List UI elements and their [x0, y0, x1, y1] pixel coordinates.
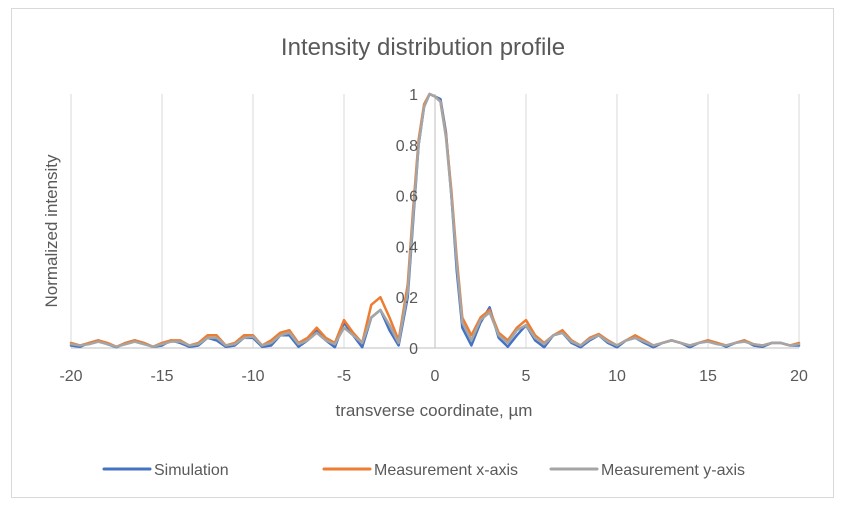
- x-tick-label-1: -15: [150, 368, 173, 385]
- x-tick-label-3: -5: [337, 368, 351, 385]
- legend-label-1: Measurement x-axis: [374, 462, 518, 479]
- y-tick-label-2: 0.4: [396, 239, 418, 256]
- legend-item-2: Measurement y-axis: [549, 462, 745, 479]
- tick-labels: -20 -15 -10 -5 0 5 10 15 20 0 0.2 0.4 0.6 0.8 1: [59, 87, 808, 385]
- plot-area: [69, 92, 801, 349]
- legend-item-1: Measurement x-axis: [322, 462, 518, 479]
- y-tick-label-1: 0.2: [396, 290, 418, 307]
- y-tick-label-3: 0.6: [396, 189, 418, 206]
- x-tick-label-6: 10: [608, 368, 626, 385]
- chart-frame: Intensity distribution profile -20 -15 -10…: [11, 8, 834, 498]
- y-tick-label-5: 1: [409, 87, 418, 104]
- axes: [71, 94, 799, 349]
- series-line-measurement-y-axis: [69, 92, 801, 348]
- x-tick-label-4: 0: [431, 368, 440, 385]
- legend-item-0: Simulation: [102, 462, 229, 479]
- x-tick-label-5: 5: [522, 368, 531, 385]
- x-axis-title: transverse coordinate, µm: [336, 401, 533, 420]
- y-axis-title: Normalized intensity: [42, 154, 61, 308]
- x-tick-label-2: -10: [241, 368, 264, 385]
- y-tick-label-4: 0.8: [396, 138, 418, 155]
- legend: Simulation Measurement x-axis Measurement …: [102, 462, 745, 479]
- legend-label-2: Measurement y-axis: [601, 462, 745, 479]
- x-tick-label-7: 15: [699, 368, 717, 385]
- legend-label-0: Simulation: [154, 462, 229, 479]
- chart-svg: Intensity distribution profile -20 -15 -10…: [42, 34, 808, 479]
- chart-title: Intensity distribution profile: [281, 34, 565, 61]
- y-tick-label-0: 0: [409, 341, 418, 358]
- x-tick-label-0: -20: [59, 368, 82, 385]
- x-tick-label-8: 20: [790, 368, 808, 385]
